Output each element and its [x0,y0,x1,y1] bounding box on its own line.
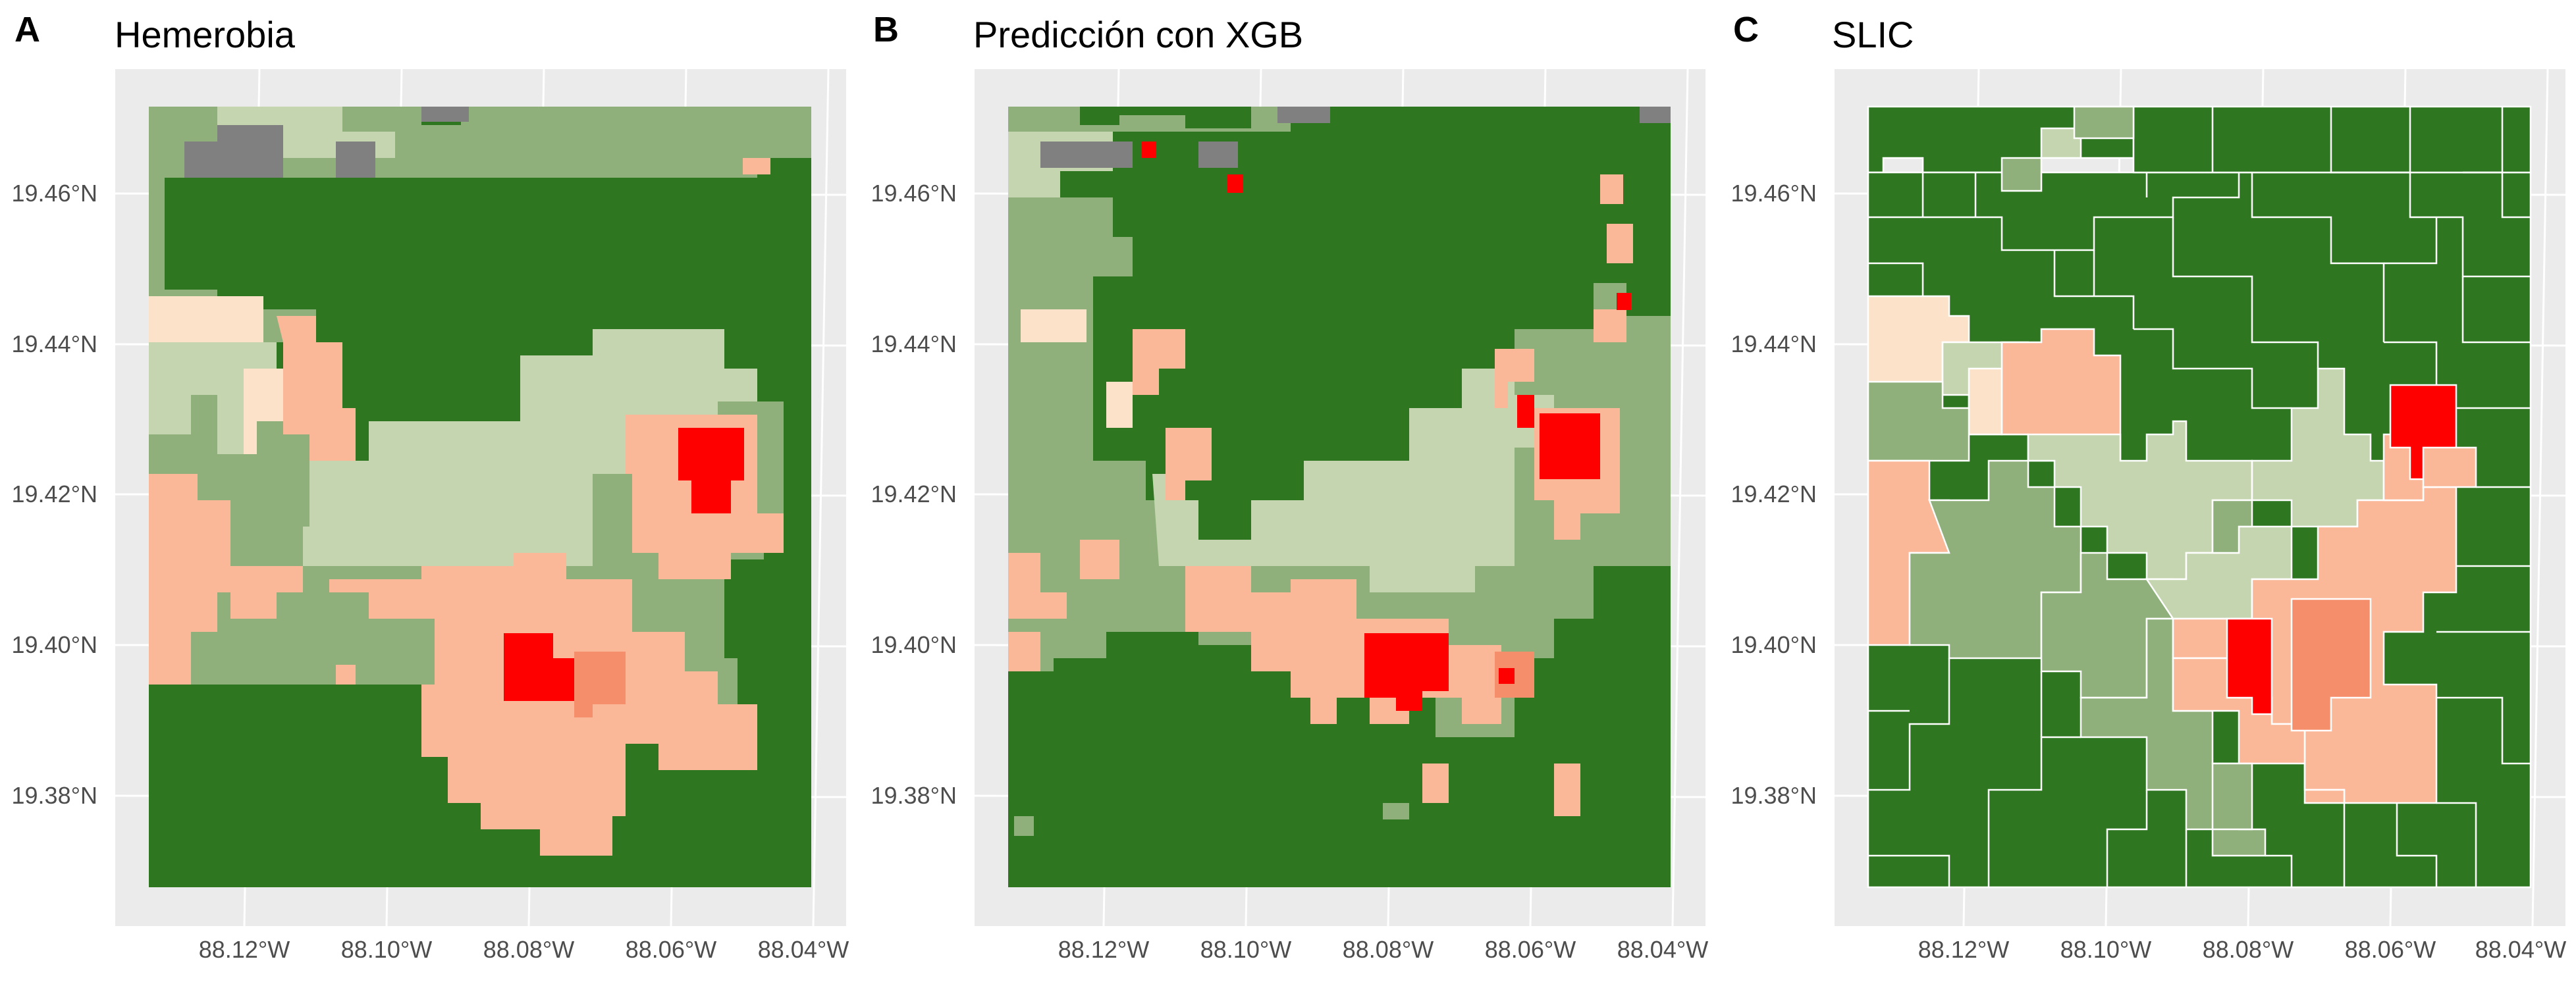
panel-a-ytick-1: 19.46°N [12,180,97,207]
panel-c-ytick-2: 19.44°N [1731,330,1817,357]
panel-a-ytick-5: 19.38°N [12,782,97,809]
panel-a-xtick-5: 88.04°W [758,936,849,963]
panel-b-xtick-4: 88.06°W [1485,936,1576,963]
panel-b-xtick-3: 88.08°W [1343,936,1434,963]
panel-a-ytick-3: 19.42°N [12,480,97,507]
panel-b-map: 19.46°N 19.44°N 19.42°N 19.40°N 19.38°N … [871,68,1708,963]
panel-c-segment-grid [1868,107,2531,887]
panel-c-map: 19.46°N 19.44°N 19.42°N 19.40°N 19.38°N … [1731,68,2566,963]
panel-c-xtick-1: 88.12°W [1918,936,2009,963]
panel-a-letter: A [14,10,40,49]
panel-a-ytick-2: 19.44°N [12,330,97,357]
panel-c-x-axis: 88.12°W 88.10°W 88.08°W 88.06°W 88.04°W [1918,936,2566,963]
panel-a-map: 19.46°N 19.44°N 19.42°N 19.40°N 19.38°N … [12,68,849,963]
panel-a-title: Hemerobia [115,14,295,55]
panel-a-xtick-1: 88.12°W [199,936,290,963]
panel-c-y-axis: 19.46°N 19.44°N 19.42°N 19.40°N 19.38°N [1731,180,1817,809]
panel-c-ytick-5: 19.38°N [1731,782,1817,809]
panel-c-xtick-3: 88.08°W [2203,936,2294,963]
panel-b-ytick-4: 19.40°N [871,631,957,658]
panel-b-prediction-layer [1008,107,1671,887]
panel-b-ytick-1: 19.46°N [871,180,957,207]
panel-c-title: SLIC [1832,14,1914,55]
panel-b-ytick-5: 19.38°N [871,782,957,809]
panel-b-x-axis: 88.12°W 88.10°W 88.08°W 88.06°W 88.04°W [1058,936,1708,963]
panel-c-xtick-5: 88.04°W [2475,936,2566,963]
panel-c-xtick-2: 88.10°W [2060,936,2151,963]
panel-b-xtick-2: 88.10°W [1200,936,1291,963]
panel-c-letter: C [1733,10,1759,49]
panel-c-ytick-1: 19.46°N [1731,180,1817,207]
panel-c-xtick-4: 88.06°W [2345,936,2436,963]
panel-b-xtick-5: 88.04°W [1617,936,1708,963]
panel-c-ytick-3: 19.42°N [1731,480,1817,507]
panel-a-xtick-4: 88.06°W [626,936,716,963]
panel-a-hemerobia-layer [149,107,811,887]
panel-a-y-axis: 19.46°N 19.44°N 19.42°N 19.40°N 19.38°N [12,180,97,809]
panel-b-ytick-3: 19.42°N [871,480,957,507]
panel-a-x-axis: 88.12°W 88.10°W 88.08°W 88.06°W 88.04°W [199,936,849,963]
panel-a-ytick-4: 19.40°N [12,631,97,658]
panel-c-ytick-4: 19.40°N [1731,631,1817,658]
panel-a-xtick-2: 88.10°W [341,936,432,963]
panel-b-xtick-1: 88.12°W [1058,936,1149,963]
panel-c-slic-layer [1867,105,2532,889]
panel-b-ytick-2: 19.44°N [871,330,957,357]
panel-b-y-axis: 19.46°N 19.44°N 19.42°N 19.40°N 19.38°N [871,180,957,809]
panel-a-xtick-3: 88.08°W [483,936,574,963]
panel-b-letter: B [873,10,899,49]
panel-b-title: Predicción con XGB [973,14,1304,55]
